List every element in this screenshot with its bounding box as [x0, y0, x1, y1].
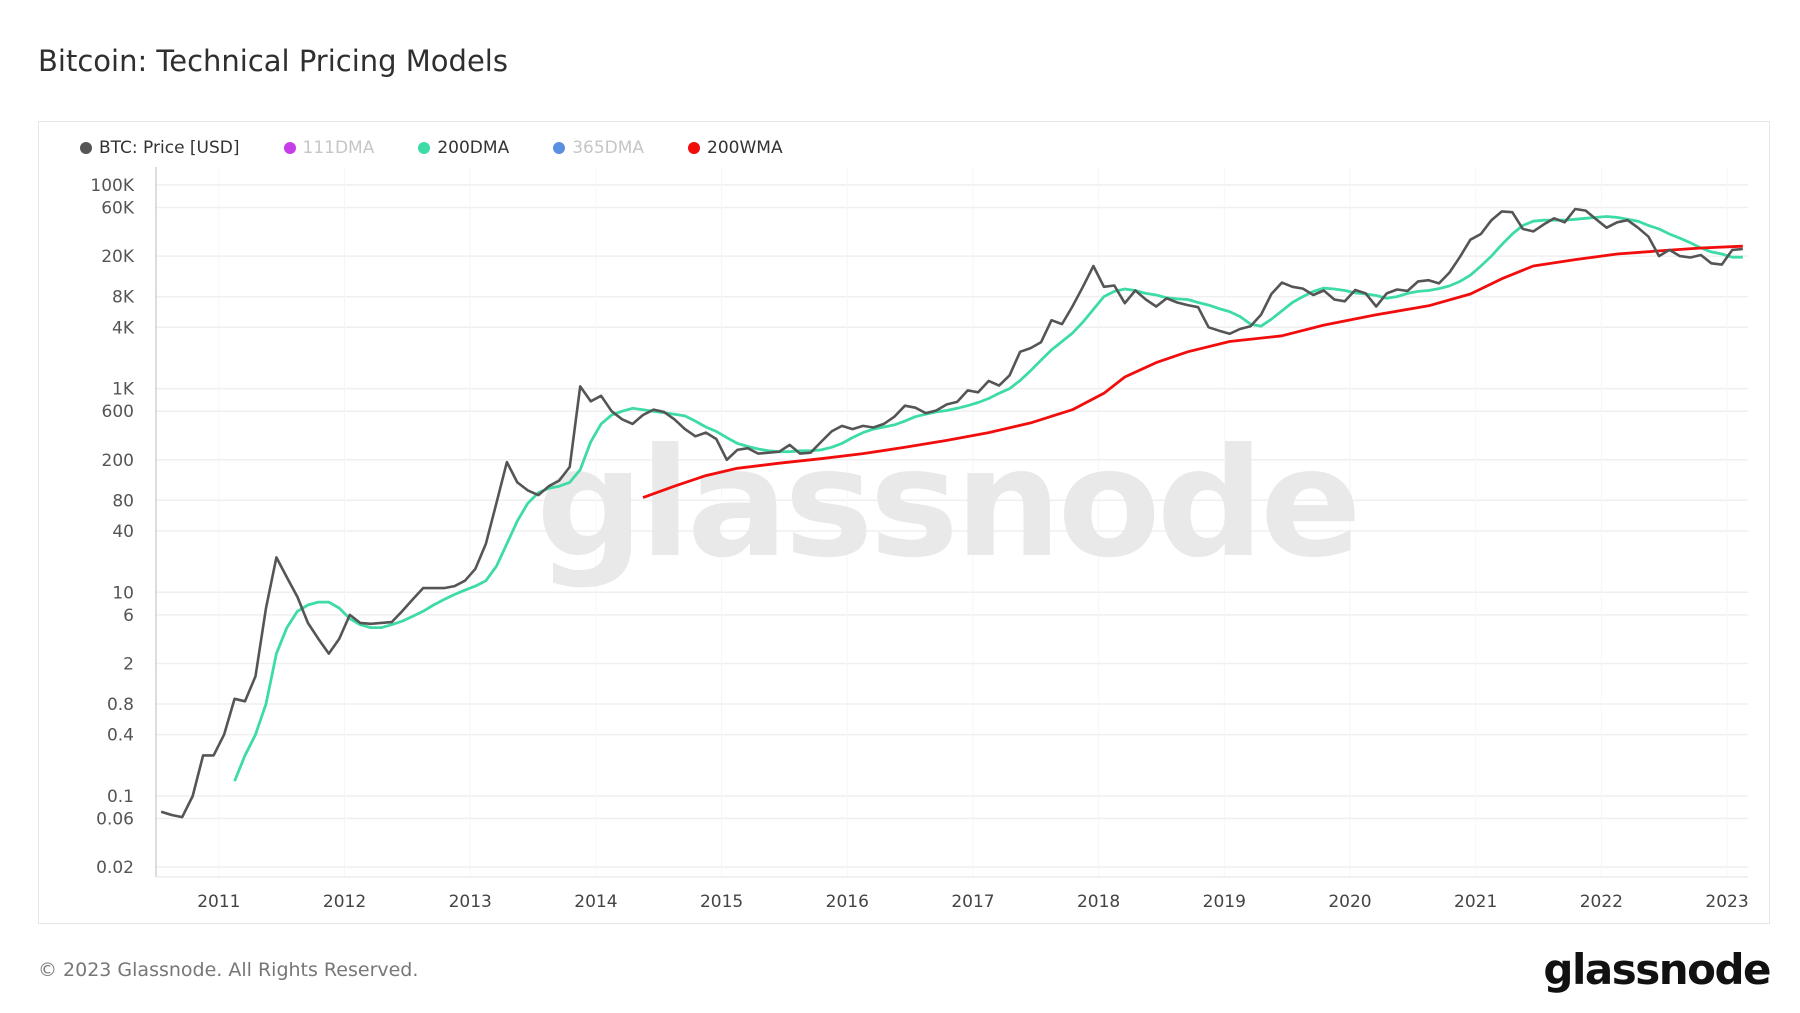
legend-label: 200WMA — [707, 138, 783, 158]
y-tick-label: 0.06 — [96, 810, 134, 830]
y-tick-label: 2 — [123, 654, 134, 674]
x-tick-label: 2014 — [574, 892, 617, 912]
y-tick-label: 600 — [102, 402, 134, 422]
x-tick-label: 2017 — [951, 892, 994, 912]
x-tick-label: 2016 — [826, 892, 869, 912]
y-tick-label: 10 — [112, 583, 134, 603]
y-tick-label: 40 — [112, 522, 134, 542]
x-tick-label: 2022 — [1580, 892, 1623, 912]
legend-item-200dma[interactable]: 200DMA — [418, 138, 509, 158]
series-line-btc-price-usd — [160, 207, 1743, 819]
y-tick-label: 20K — [101, 247, 135, 267]
x-tick-label: 2015 — [700, 892, 743, 912]
y-tick-label: 0.8 — [107, 695, 134, 715]
legend-label: 365DMA — [572, 138, 645, 158]
y-tick-label: 0.02 — [96, 858, 134, 878]
legend-dot-icon — [80, 142, 92, 154]
x-tick-label: 2021 — [1454, 892, 1497, 912]
legend-item-111dma[interactable]: 111DMA — [283, 138, 375, 158]
y-tick-label: 100K — [90, 176, 134, 196]
y-tick-label: 60K — [101, 199, 135, 219]
y-tick-label: 6 — [123, 606, 134, 626]
legend-label: 200DMA — [437, 138, 510, 158]
x-tick-label: 2012 — [323, 892, 366, 912]
legend-item-200wma[interactable]: 200WMA — [688, 138, 783, 158]
y-tick-label: 200 — [102, 451, 134, 471]
copyright: © 2023 Glassnode. All Rights Reserved. — [38, 959, 419, 981]
y-tick-label: 8K — [112, 288, 135, 308]
y-tick-label: 0.4 — [107, 726, 134, 746]
x-tick-label: 2023 — [1705, 892, 1748, 912]
legend-dot-icon — [283, 142, 296, 154]
legend-dot-icon — [553, 142, 566, 154]
legend-dot-icon — [688, 142, 701, 154]
chart-container — [38, 121, 1770, 924]
series-line-200dma — [233, 215, 1743, 782]
legend-dot-icon — [418, 142, 431, 154]
legend-label: BTC: Price [USD] — [99, 138, 240, 158]
x-tick-label: 2011 — [197, 892, 240, 912]
y-tick-label: 1K — [112, 380, 135, 400]
legend-label: 111DMA — [302, 138, 375, 158]
y-tick-label: 4K — [112, 318, 135, 338]
x-tick-label: 2019 — [1203, 892, 1246, 912]
chart-legend: BTC: Price [USD] 111DMA 200DMA 365DMA 200WMA — [80, 138, 827, 158]
legend-item-365dma[interactable]: 365DMA — [553, 138, 644, 158]
legend-item-btc-price-usd[interactable]: BTC: Price [USD] — [80, 138, 240, 158]
y-tick-label: 80 — [112, 491, 134, 511]
watermark: glassnode — [536, 417, 1358, 591]
x-tick-label: 2020 — [1328, 892, 1371, 912]
glassnode-logo[interactable]: glassnode — [1543, 945, 1771, 994]
x-tick-label: 2013 — [449, 892, 492, 912]
x-tick-label: 2018 — [1077, 892, 1120, 912]
y-tick-label: 0.1 — [107, 787, 134, 807]
page-title: Bitcoin: Technical Pricing Models — [38, 44, 508, 78]
series-line-200wma — [642, 244, 1743, 499]
